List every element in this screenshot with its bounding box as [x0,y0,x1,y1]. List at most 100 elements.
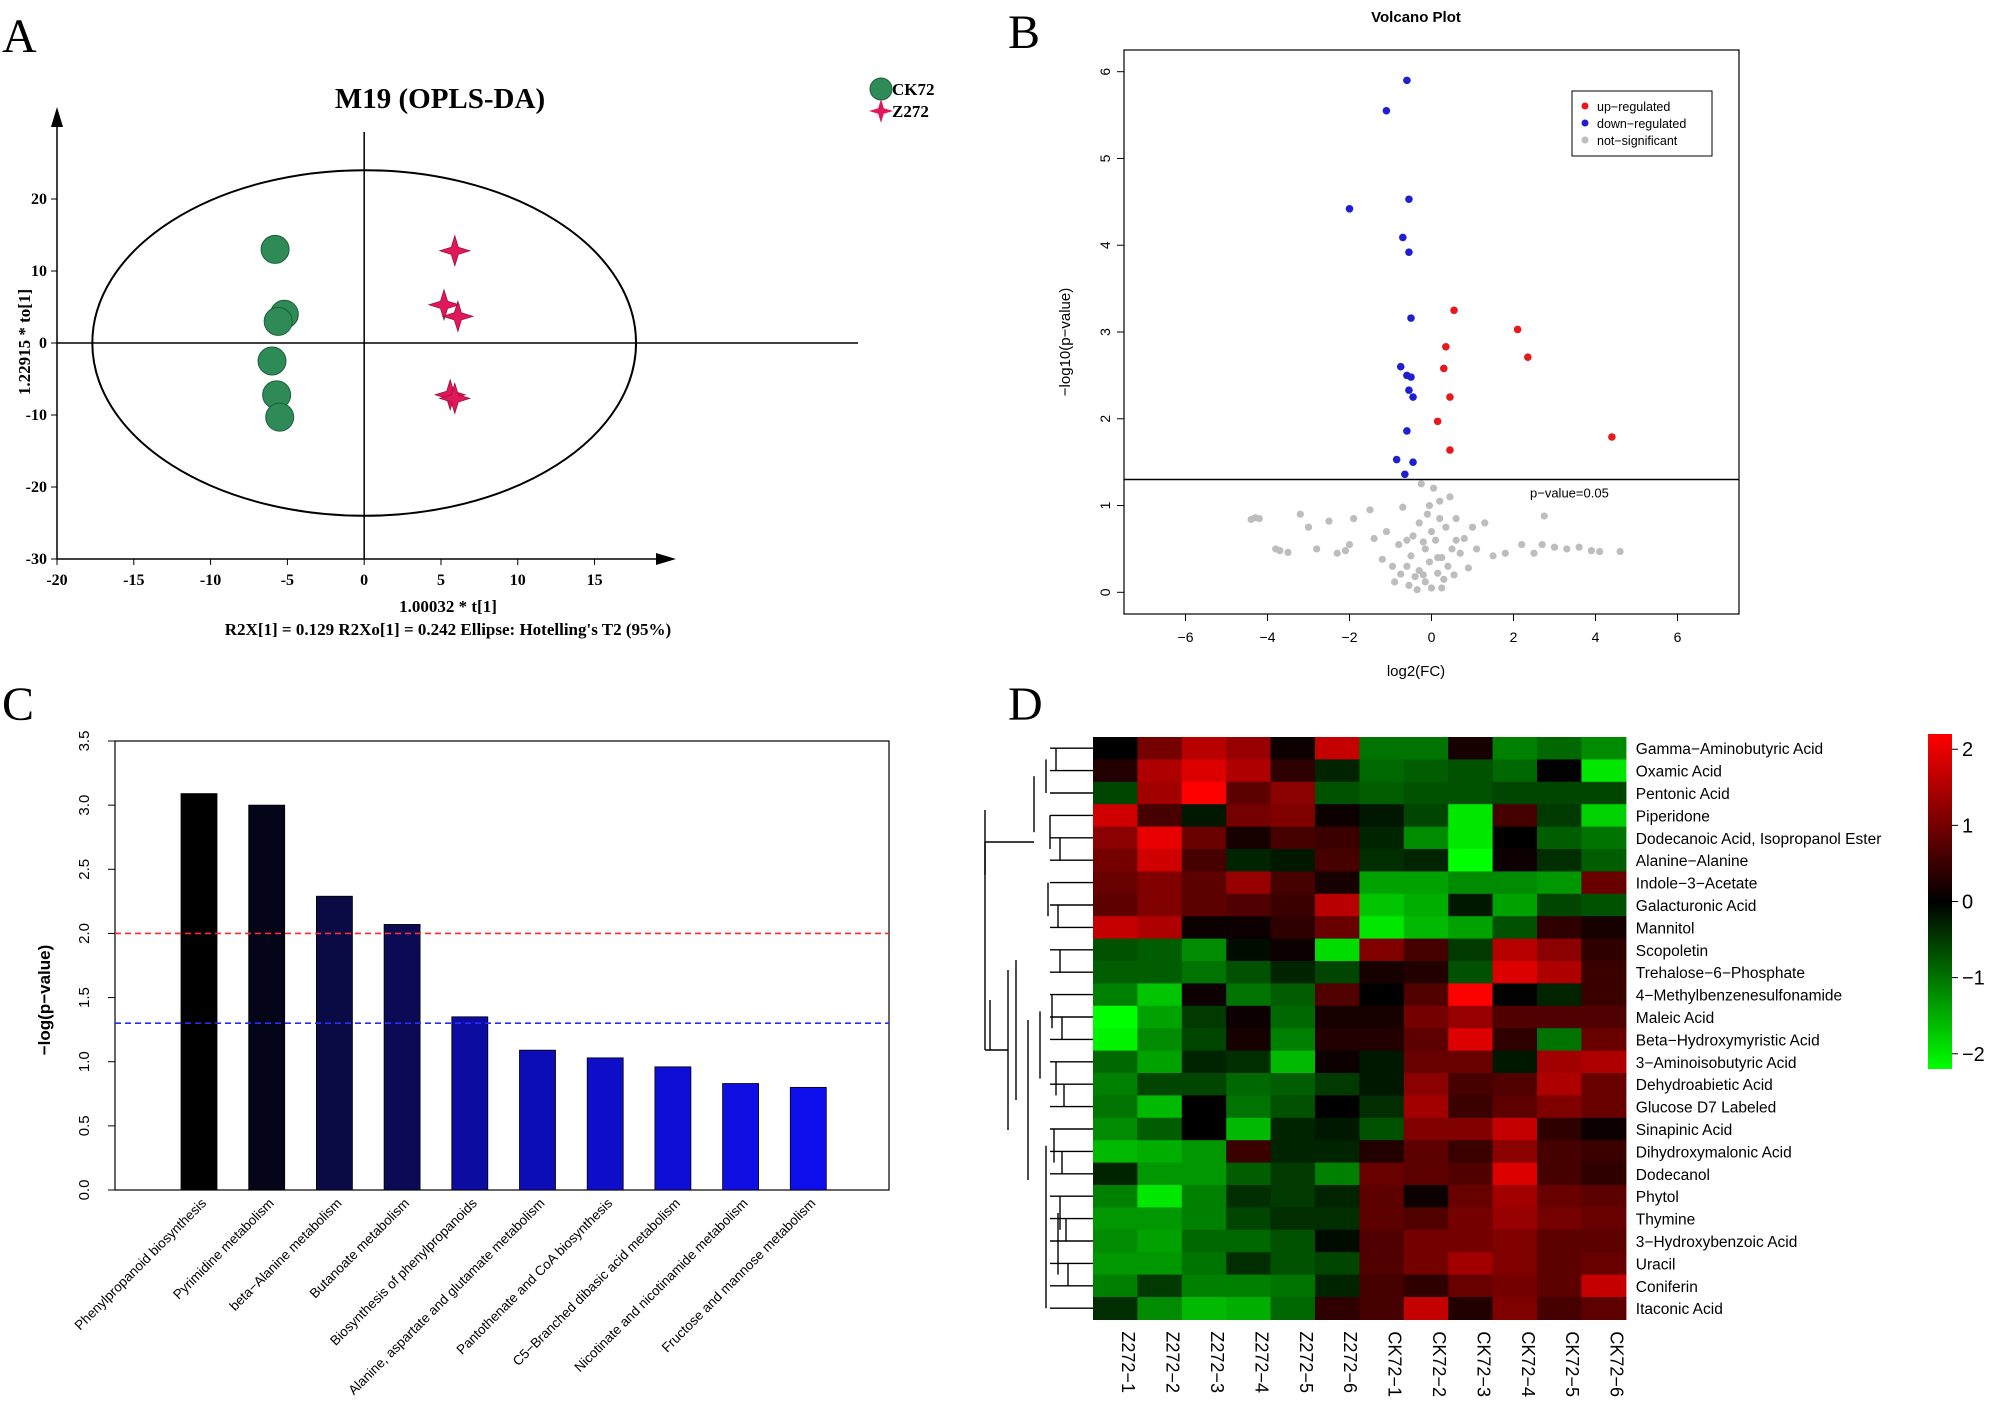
panel-d-heat-cell [1492,938,1538,962]
panel-d-heat-cell [1448,1140,1494,1164]
panel-d-heat-cell [1492,983,1538,1007]
panel-b-point-ns [1452,536,1460,544]
panel-d-heat-cell [1181,1095,1227,1119]
panel-d-heat-cell [1226,1274,1272,1298]
panel-b-point-ns [1436,497,1444,505]
panel-d-heat-cell [1448,916,1494,940]
panel-d-row-label: Dihydroxymalonic Acid [1636,1144,1792,1161]
panel-d-heat-cell [1403,983,1449,1007]
panel-d-heat-cell [1226,983,1272,1007]
panel-d-heat-cell [1403,1252,1449,1276]
panel-b-point-up [1513,325,1522,334]
panel-d-row-label: Uracil [1636,1256,1676,1273]
panel-b-y-tick-label: 4 [1097,241,1113,249]
panel-d-heat-cell [1448,1297,1494,1320]
panel-d-heat-cell [1403,1162,1449,1186]
panel-d-heat-cell [1093,826,1138,850]
panel-d-heat-cell [1137,1028,1183,1052]
panel-a-legend-marker [869,77,893,101]
panel-d-row-label: Pentonic Acid [1636,786,1730,803]
panel-d-heat-cell [1448,804,1494,828]
panel-d-heat-cell [1448,1185,1494,1208]
panel-d-heat-cell [1403,1095,1449,1119]
panel-d-heat-cell [1581,1005,1627,1029]
panel-d-heat-cell [1181,1028,1227,1052]
panel-c-pathway-bars: −log(p−value) 0.0 0.5 1.0 1.5 2.0 2.5 3.0 3.5 Ph… [35,731,890,1398]
panel-d-heat-cell [1093,916,1138,940]
panel-c-bar [789,1086,827,1191]
panel-b-y-tick-label: 5 [1097,154,1113,162]
panel-d-heat-cell [1181,1252,1227,1276]
panel-b-legend-label: up−regulated [1597,100,1670,114]
panel-d-heat-cell [1093,1162,1138,1186]
panel-d-heat-cell [1403,1117,1449,1141]
panel-d-heat-cell [1226,893,1272,917]
panel-d-heat-cell [1226,849,1272,872]
panel-d-heat-cell [1492,1297,1538,1320]
panel-d-heat-cell [1315,1297,1360,1320]
panel-c-plot-frame [114,740,890,1191]
panel-d-row-label: Sinapinic Acid [1636,1122,1733,1139]
panel-a-point-Z272 [438,382,472,415]
panel-c-y-tick-label: 0.5 [76,1115,93,1136]
panel-d-heat-cell [1226,1140,1272,1164]
panel-d-heat-cell [1270,1162,1316,1186]
panel-b-point-down [1401,470,1409,479]
panel-d-heat-cell [1137,1162,1183,1186]
panel-d-heat-cell [1359,1229,1405,1253]
panel-d-heat-cell [1359,1095,1405,1119]
panel-b-point-ns [1411,573,1419,581]
panel-b-point-ns [1530,549,1538,557]
panel-c-category-label: Phenylpropanoid biosynthesis [72,1195,210,1333]
panel-d-heat-cell [1492,1140,1538,1164]
panel-b-point-ns [1417,480,1425,488]
panel-c-y-tick-label: 1.5 [76,987,93,1008]
panel-d-heat-cell [1226,1005,1272,1029]
panel-b-point-ns [1407,552,1415,560]
panel-d-heat-cell [1093,1207,1138,1231]
panel-d-heat-cell [1448,1095,1494,1119]
panel-d-heat-cell [1137,826,1183,850]
panel-d-heat-cell [1448,1274,1494,1298]
panel-a-point-CK72 [265,402,295,432]
panel-d-heat-cell [1181,1117,1227,1141]
panel-d-heat-cell [1537,759,1582,783]
panel-d-heat-cell [1093,893,1138,917]
panel-d-heat-cell [1270,916,1316,940]
panel-c-bar [654,1066,692,1191]
panel-a-point-Z272 [441,300,475,333]
panel-b-x-tick-label: 6 [1674,629,1682,645]
panel-b-point-down [1409,393,1417,401]
panel-d-heat-cell [1315,1207,1360,1231]
panel-b-point-ns [1446,493,1454,501]
panel-d-heat-cell [1270,1185,1316,1208]
panel-a-x-tick-label: 10 [510,572,526,589]
panel-d-heat-cell [1093,983,1138,1007]
panel-d-heat-cell [1137,1140,1183,1164]
panel-d-heat-cell [1492,804,1538,828]
panel-d-heat-cell [1448,737,1494,760]
panel-d-row-label: Galacturonic Acid [1636,898,1757,915]
panel-a-x-tick-label: 0 [360,572,368,589]
panel-d-heat-cell [1581,1162,1627,1186]
panel-d-heat-cell [1270,938,1316,962]
panel-d-heat-cell [1226,1252,1272,1276]
panel-d-heat-cell [1448,826,1494,850]
panel-d-heat-cell [1537,781,1582,805]
panel-b-point-ns [1397,570,1405,578]
panel-d-heat-cell [1093,1229,1138,1253]
panel-d-heat-cell [1137,1095,1183,1119]
panel-d-heat-cell [1492,1028,1538,1052]
panel-d-heat-cell [1403,826,1449,850]
panel-d-heat-cell [1093,871,1138,895]
panel-d-row-label: Phytol [1636,1189,1679,1206]
panel-d-heat-cell [1315,781,1360,805]
panel-d-heat-cell [1181,849,1227,872]
panel-b-point-ns [1473,545,1481,553]
panel-d-heat-cell [1359,961,1405,984]
panel-d-heat-cell [1581,1140,1627,1164]
panel-d-heat-cell [1403,1229,1449,1253]
panel-d-heat-cell [1093,1252,1138,1276]
panel-a-opls-da: M19 (OPLS-DA) 1.00032 * t[1] R2X[1] = 0.… [15,77,935,639]
panel-b-point-ns [1550,543,1559,551]
